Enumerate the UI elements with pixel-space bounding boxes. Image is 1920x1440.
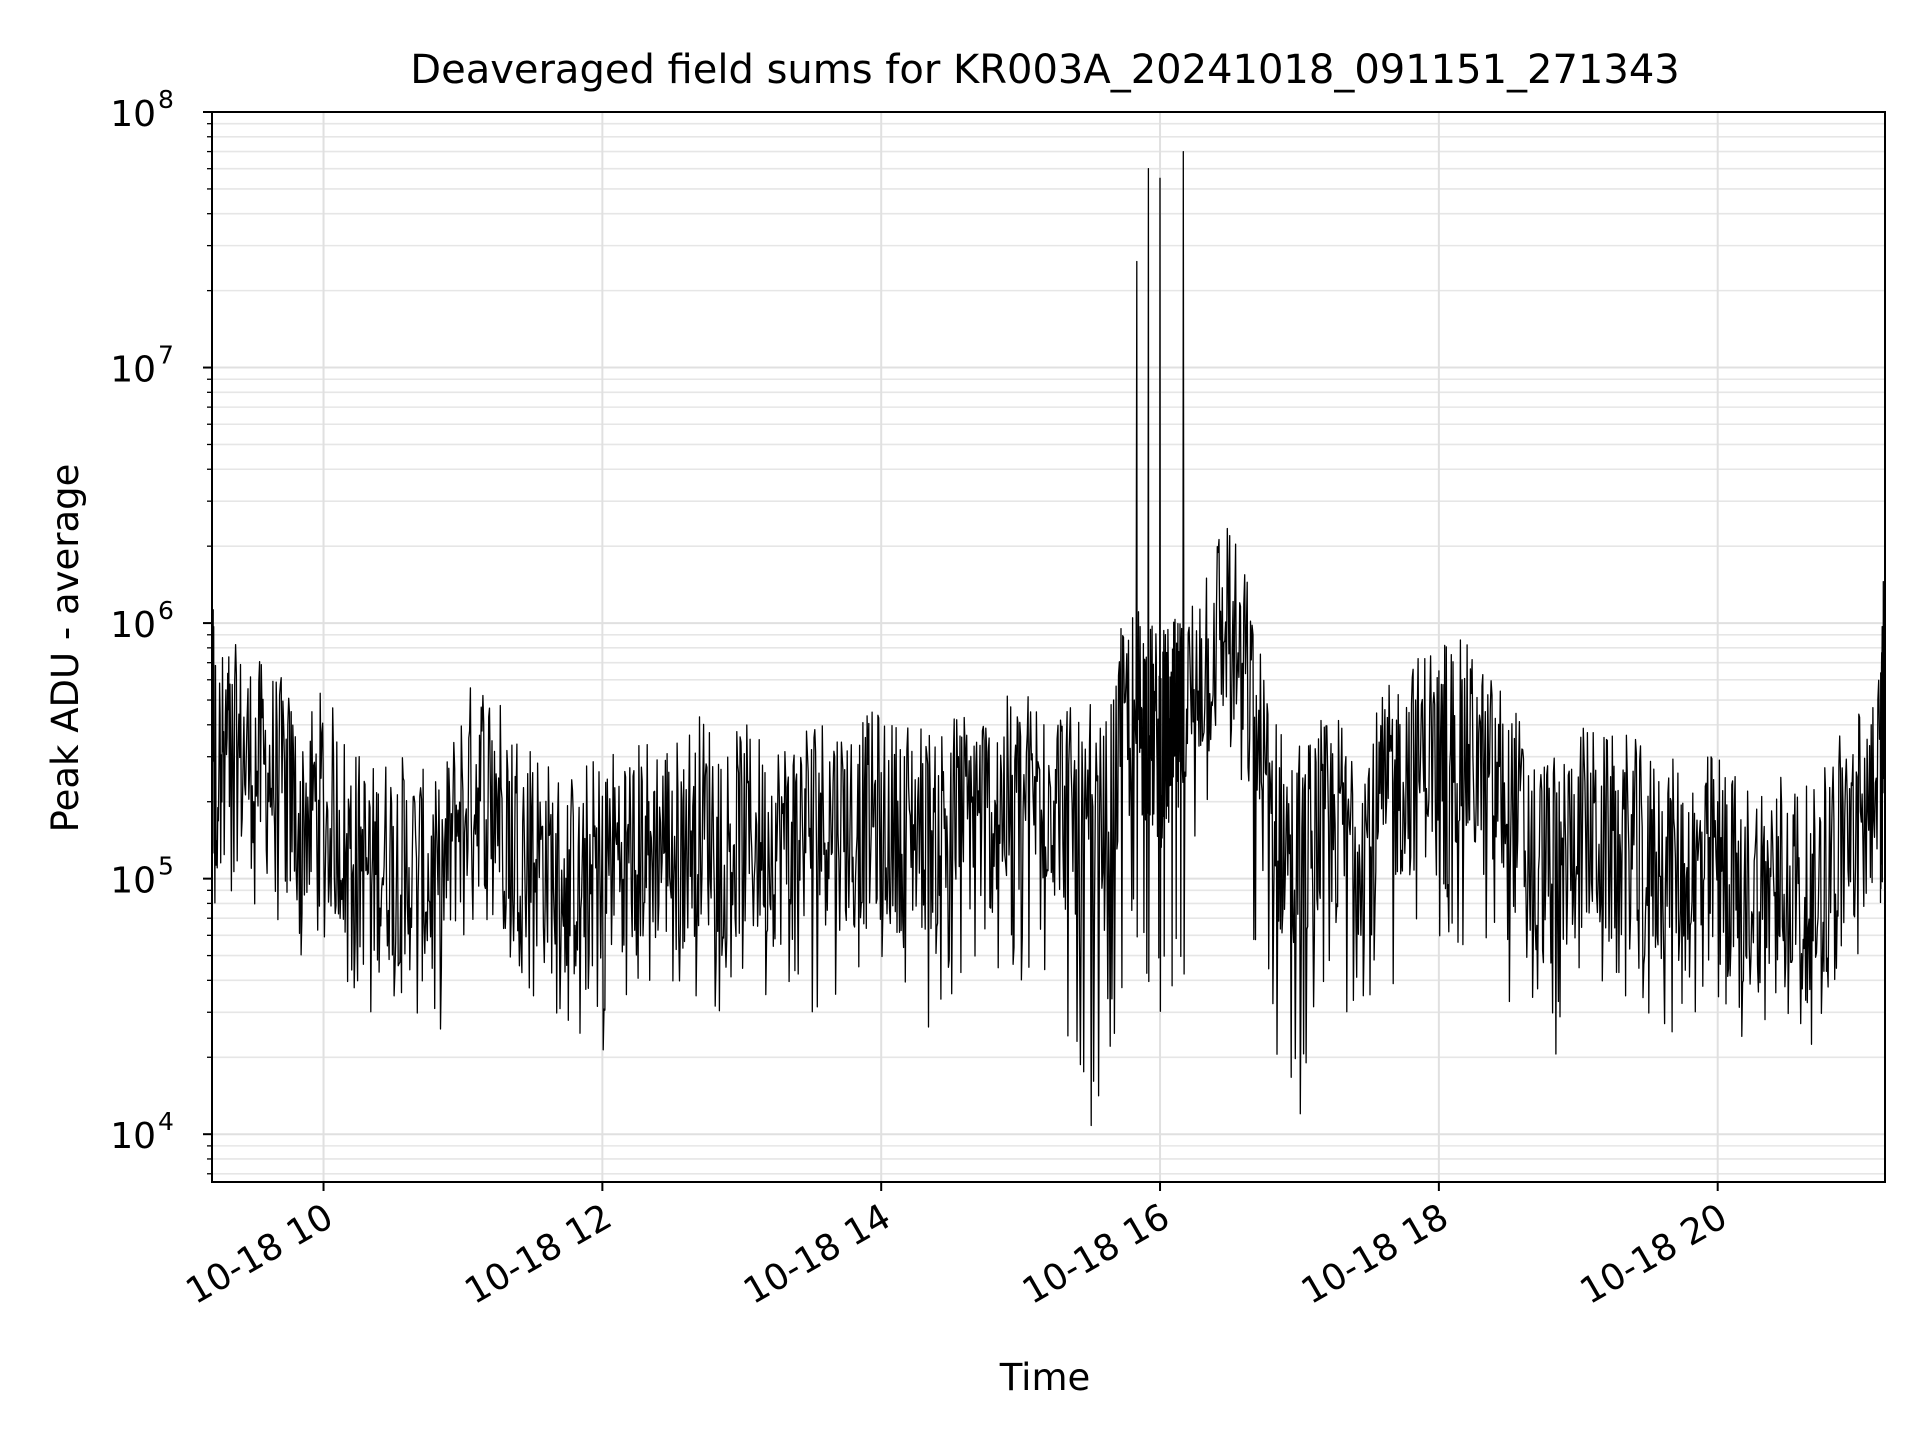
y-tick-exponent: 5	[158, 852, 174, 881]
y-tick-exponent: 6	[158, 596, 174, 625]
y-tick-label: 10	[110, 605, 156, 646]
y-tick-label: 10	[110, 861, 156, 902]
data-series	[211, 150, 1886, 1127]
y-tick-exponent: 7	[158, 341, 174, 370]
y-tick-label: 10	[110, 94, 156, 135]
y-axis-label: Peak ADU - average	[44, 464, 87, 833]
y-tick-exponent: 4	[158, 1107, 174, 1136]
plot-frame	[211, 111, 1886, 1183]
y-tick-label: 10	[110, 1116, 156, 1157]
chart-title: Deaveraged field sums for KR003A_2024101…	[410, 47, 1679, 93]
y-tick-label: 10	[110, 350, 156, 391]
y-tick-exponent: 8	[158, 85, 174, 114]
series-line	[211, 150, 1886, 1127]
x-axis-label: Time	[999, 1356, 1091, 1399]
